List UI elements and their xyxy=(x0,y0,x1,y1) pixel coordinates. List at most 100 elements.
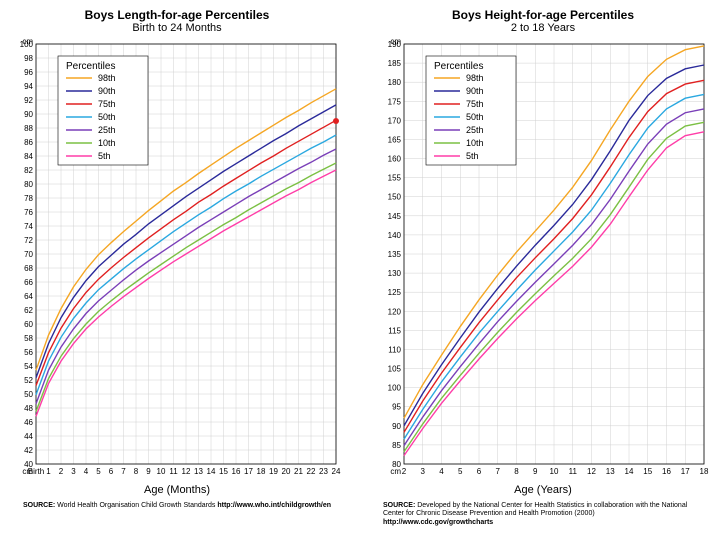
svg-text:10: 10 xyxy=(157,467,166,476)
svg-text:175: 175 xyxy=(388,97,402,106)
svg-text:50th: 50th xyxy=(466,112,484,122)
svg-text:8: 8 xyxy=(134,467,139,476)
svg-text:48: 48 xyxy=(24,404,33,413)
svg-text:100: 100 xyxy=(388,384,402,393)
svg-text:25th: 25th xyxy=(98,125,116,135)
svg-text:9: 9 xyxy=(533,467,538,476)
svg-text:90th: 90th xyxy=(98,86,116,96)
svg-text:17: 17 xyxy=(244,467,253,476)
svg-text:14: 14 xyxy=(625,467,634,476)
svg-text:85: 85 xyxy=(392,441,401,450)
svg-text:14: 14 xyxy=(207,467,216,476)
svg-text:90: 90 xyxy=(24,110,33,119)
svg-text:1: 1 xyxy=(46,467,51,476)
svg-text:90: 90 xyxy=(392,422,401,431)
left-source: SOURCE: World Health Organisation Child … xyxy=(23,502,331,510)
svg-text:13: 13 xyxy=(194,467,203,476)
svg-text:68: 68 xyxy=(24,264,33,273)
svg-text:23: 23 xyxy=(319,467,328,476)
svg-text:5th: 5th xyxy=(98,151,111,161)
svg-text:98: 98 xyxy=(24,54,33,63)
svg-text:70: 70 xyxy=(24,250,33,259)
svg-text:12: 12 xyxy=(182,467,191,476)
svg-text:80: 80 xyxy=(24,180,33,189)
left-chart-svg: 4042444648505254565860626466687072747678… xyxy=(10,38,344,482)
svg-text:7: 7 xyxy=(121,467,126,476)
svg-text:110: 110 xyxy=(388,345,401,354)
svg-text:13: 13 xyxy=(606,467,615,476)
svg-text:52: 52 xyxy=(24,376,33,385)
svg-text:22: 22 xyxy=(307,467,316,476)
left-chart-panel: Boys Length-for-age Percentiles Birth to… xyxy=(8,8,346,527)
right-title: Boys Height-for-age Percentiles xyxy=(452,8,634,22)
svg-text:46: 46 xyxy=(24,418,33,427)
svg-text:66: 66 xyxy=(24,278,33,287)
right-subtitle: 2 to 18 Years xyxy=(511,22,575,34)
svg-text:95: 95 xyxy=(392,403,401,412)
svg-text:42: 42 xyxy=(24,446,33,455)
svg-text:150: 150 xyxy=(388,193,402,202)
svg-text:16: 16 xyxy=(662,467,671,476)
svg-text:98th: 98th xyxy=(98,73,116,83)
left-title: Boys Length-for-age Percentiles xyxy=(85,8,270,22)
svg-text:88: 88 xyxy=(24,124,33,133)
svg-text:135: 135 xyxy=(388,250,402,259)
svg-text:54: 54 xyxy=(24,362,33,371)
svg-text:3: 3 xyxy=(71,467,76,476)
svg-text:140: 140 xyxy=(388,231,402,240)
svg-text:84: 84 xyxy=(24,152,33,161)
svg-text:10th: 10th xyxy=(98,138,116,148)
svg-text:58: 58 xyxy=(24,334,33,343)
svg-text:Percentiles: Percentiles xyxy=(66,61,115,72)
svg-text:12: 12 xyxy=(587,467,596,476)
svg-text:4: 4 xyxy=(84,467,89,476)
svg-text:16: 16 xyxy=(232,467,241,476)
svg-text:82: 82 xyxy=(24,166,33,175)
svg-text:21: 21 xyxy=(294,467,303,476)
svg-text:185: 185 xyxy=(388,59,402,68)
svg-text:Percentiles: Percentiles xyxy=(434,61,483,72)
svg-text:Birth: Birth xyxy=(28,467,44,476)
svg-text:75th: 75th xyxy=(98,99,116,109)
svg-text:2: 2 xyxy=(59,467,64,476)
svg-text:10th: 10th xyxy=(466,138,484,148)
svg-text:64: 64 xyxy=(24,292,33,301)
svg-text:4: 4 xyxy=(439,467,444,476)
svg-text:18: 18 xyxy=(700,467,709,476)
right-source: SOURCE: Developed by the National Center… xyxy=(383,502,703,527)
svg-text:165: 165 xyxy=(388,135,402,144)
svg-text:76: 76 xyxy=(24,208,33,217)
svg-text:15: 15 xyxy=(643,467,652,476)
svg-text:130: 130 xyxy=(388,269,402,278)
svg-text:5th: 5th xyxy=(466,151,479,161)
svg-text:20: 20 xyxy=(282,467,291,476)
svg-text:120: 120 xyxy=(388,307,402,316)
svg-text:56: 56 xyxy=(24,348,33,357)
svg-text:10: 10 xyxy=(550,467,559,476)
svg-text:105: 105 xyxy=(388,365,402,374)
svg-text:94: 94 xyxy=(24,82,33,91)
svg-text:5: 5 xyxy=(96,467,101,476)
svg-text:92: 92 xyxy=(24,96,33,105)
svg-text:9: 9 xyxy=(146,467,151,476)
right-chart-panel: Boys Height-for-age Percentiles 2 to 18 … xyxy=(374,8,712,527)
svg-text:78: 78 xyxy=(24,194,33,203)
svg-text:6: 6 xyxy=(109,467,114,476)
svg-text:60: 60 xyxy=(24,320,33,329)
svg-text:15: 15 xyxy=(219,467,228,476)
left-subtitle: Birth to 24 Months xyxy=(132,22,221,34)
svg-text:50th: 50th xyxy=(98,112,116,122)
svg-text:cm: cm xyxy=(390,467,401,476)
svg-text:180: 180 xyxy=(388,78,402,87)
svg-text:11: 11 xyxy=(169,467,178,476)
svg-text:24: 24 xyxy=(332,467,341,476)
svg-text:155: 155 xyxy=(388,174,402,183)
right-x-axis-label: Age (Years) xyxy=(514,484,572,496)
svg-text:7: 7 xyxy=(496,467,501,476)
svg-text:cm: cm xyxy=(22,38,33,46)
right-chart-svg: 8085909510010511011512012513013514014515… xyxy=(374,38,712,482)
svg-text:98th: 98th xyxy=(466,73,484,83)
svg-text:44: 44 xyxy=(24,432,33,441)
svg-text:5: 5 xyxy=(458,467,463,476)
svg-text:3: 3 xyxy=(421,467,426,476)
